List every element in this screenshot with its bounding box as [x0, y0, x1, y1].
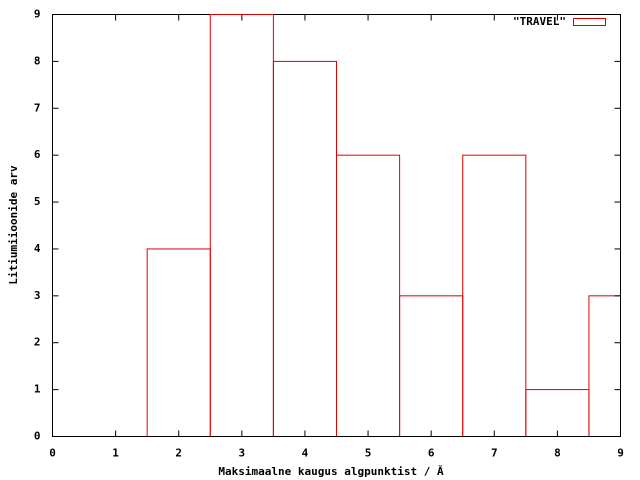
- x-tick-label: 0: [49, 447, 56, 460]
- plot-frame: [52, 14, 621, 437]
- legend-swatch: [573, 18, 606, 26]
- y-tick-label: 0: [34, 430, 41, 443]
- y-tick-label: 4: [34, 242, 41, 255]
- x-tick-label: 6: [428, 447, 435, 460]
- y-tick-label: 5: [34, 195, 41, 208]
- x-tick-label: 9: [617, 447, 624, 460]
- x-tick-label: 7: [491, 447, 498, 460]
- y-axis-label: Litiumiioonide arv: [7, 165, 20, 285]
- bar: [462, 154, 527, 436]
- x-tick-label: 8: [554, 447, 561, 460]
- bar: [525, 389, 590, 436]
- x-tick-label: 3: [239, 447, 246, 460]
- y-tick-label: 2: [34, 336, 41, 349]
- bar: [399, 295, 464, 436]
- y-tick-label: 9: [34, 8, 41, 21]
- x-tick-label: 1: [112, 447, 119, 460]
- y-tick-label: 1: [34, 383, 41, 396]
- bar: [146, 248, 211, 436]
- x-tick-label: 5: [365, 447, 372, 460]
- legend-label: "TRAVEL": [513, 15, 566, 28]
- bar: [272, 60, 337, 436]
- x-tick-label: 4: [302, 447, 309, 460]
- y-tick-label: 8: [34, 54, 41, 67]
- bar: [336, 154, 401, 436]
- x-axis-label: Maksimaalne kaugus algpunktist / Ă: [218, 465, 444, 478]
- y-tick-label: 7: [34, 101, 41, 114]
- bar: [588, 295, 620, 436]
- bars: [146, 14, 620, 436]
- x-tick-label: 2: [175, 447, 182, 460]
- y-tick-label: 6: [34, 148, 41, 161]
- y-tick-label: 3: [34, 289, 41, 302]
- bar: [209, 14, 274, 436]
